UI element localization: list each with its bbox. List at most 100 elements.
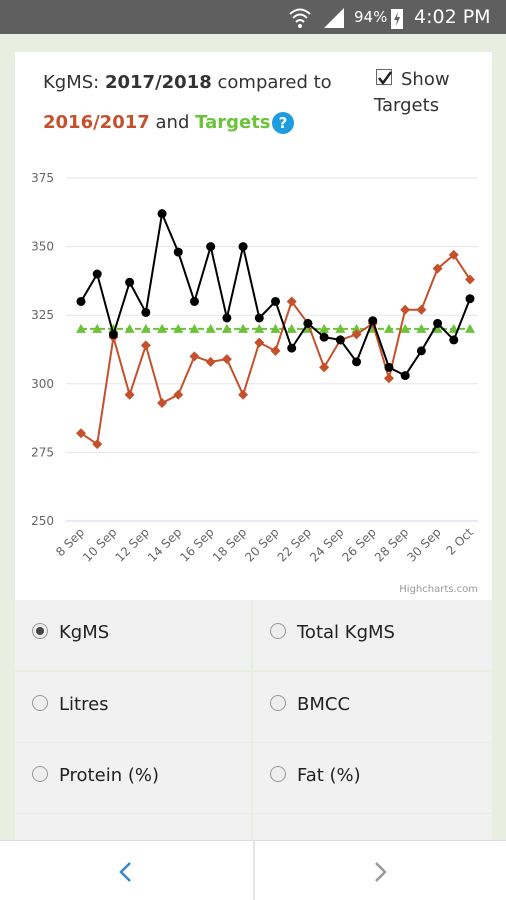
radio-button[interactable] [270, 623, 286, 639]
data-point [270, 345, 281, 356]
y-tick-label: 250 [31, 514, 54, 528]
data-point [448, 323, 459, 333]
option-label[interactable]: Litres [59, 693, 109, 715]
option-label[interactable]: BMCC [297, 693, 351, 715]
option-label[interactable]: KgMS [59, 622, 110, 643]
option-cell[interactable]: Total KgMS [253, 600, 492, 670]
x-tick-label: 12 Sep [113, 525, 152, 564]
title-series-targets: Targets [195, 112, 271, 133]
show-targets-label[interactable]: Show [401, 69, 450, 90]
data-point [465, 274, 475, 285]
chart-card [15, 52, 492, 600]
data-point [416, 304, 427, 315]
data-point [238, 242, 248, 252]
data-point [221, 323, 232, 333]
data-point [124, 323, 135, 333]
option-cell[interactable]: BMCC [253, 671, 492, 742]
radio-button[interactable] [270, 766, 286, 782]
data-point [157, 209, 167, 219]
credit: Highcharts.com [399, 584, 478, 595]
data-point [303, 318, 313, 328]
data-point [205, 356, 216, 367]
x-tick-label: 26 Sep [339, 525, 378, 564]
bottom-nav [0, 840, 506, 900]
data-point [76, 323, 86, 333]
prev-button[interactable] [110, 859, 140, 885]
y-tick-label: 300 [31, 377, 54, 391]
check-mark [378, 71, 393, 86]
data-point [432, 323, 443, 333]
data-point [124, 389, 135, 400]
x-tick-label: 30 Sep [404, 525, 443, 564]
y-tick-label: 275 [31, 445, 54, 459]
option-cell[interactable]: KgMS [15, 600, 251, 670]
data-point [335, 323, 346, 333]
clock: 4:02 PM [414, 6, 491, 28]
data-point [189, 323, 200, 333]
data-point [432, 263, 443, 274]
x-tick-label: 16 Sep [177, 525, 216, 564]
show-targets-checkbox[interactable] [376, 69, 393, 86]
next-button[interactable] [366, 859, 396, 885]
option-cell[interactable]: Protein (%) [15, 743, 251, 813]
data-point [271, 296, 280, 306]
data-point [189, 296, 199, 306]
radio-button[interactable] [270, 694, 286, 711]
data-point [108, 329, 118, 339]
data-point [206, 242, 216, 252]
data-point [76, 296, 86, 306]
data-point [400, 371, 410, 381]
data-point [416, 323, 427, 333]
data-point [286, 296, 297, 307]
data-point [157, 398, 168, 409]
status-icons [289, 8, 344, 28]
data-point [352, 357, 362, 367]
data-point [368, 316, 378, 326]
data-point [400, 323, 411, 333]
data-point [383, 323, 394, 333]
title-middle: compared to [217, 72, 332, 93]
data-point [141, 307, 151, 317]
option-cell-empty [15, 814, 251, 840]
title-and: and [155, 112, 190, 133]
x-tick-label: 20 Sep [242, 525, 281, 564]
y-tick-label: 325 [31, 308, 54, 322]
data-point [221, 354, 232, 365]
nav-divider [253, 841, 255, 900]
data-point [465, 294, 475, 304]
y-tick-label: 375 [31, 171, 54, 185]
data-point [287, 343, 297, 353]
data-point [125, 277, 135, 287]
data-point [254, 313, 264, 323]
radio-button[interactable] [32, 694, 48, 711]
option-label[interactable]: Protein (%) [59, 765, 159, 786]
option-cell[interactable]: Litres [15, 671, 251, 742]
help-button[interactable]: ? [272, 112, 294, 134]
title-prefix: KgMS: [43, 72, 100, 93]
x-tick-label: 2 Oct [443, 525, 476, 558]
option-cell[interactable]: Fat (%) [253, 743, 492, 813]
battery-level: 94% [354, 8, 388, 26]
data-point [189, 351, 200, 362]
show-targets-label[interactable]: Targets [374, 95, 440, 116]
radio-button[interactable] [32, 766, 48, 782]
data-point [157, 323, 168, 333]
data-point [351, 329, 362, 340]
data-point [173, 247, 183, 257]
chart-title-line-2: 2016/2017 and Targets [43, 112, 271, 133]
data-point [205, 323, 216, 333]
x-tick-label: 18 Sep [210, 525, 249, 564]
data-point [92, 269, 102, 279]
title-series-current: 2017/2018 [104, 72, 212, 93]
option-label[interactable]: Fat (%) [297, 765, 361, 786]
data-point [449, 335, 459, 345]
data-point [335, 335, 345, 345]
option-label[interactable]: Total KgMS [297, 622, 395, 643]
x-tick-label: 28 Sep [372, 525, 411, 564]
radio-button[interactable] [32, 623, 48, 639]
data-point [222, 313, 232, 323]
data-point [173, 323, 184, 333]
data-point [383, 373, 394, 384]
data-point [416, 346, 426, 356]
